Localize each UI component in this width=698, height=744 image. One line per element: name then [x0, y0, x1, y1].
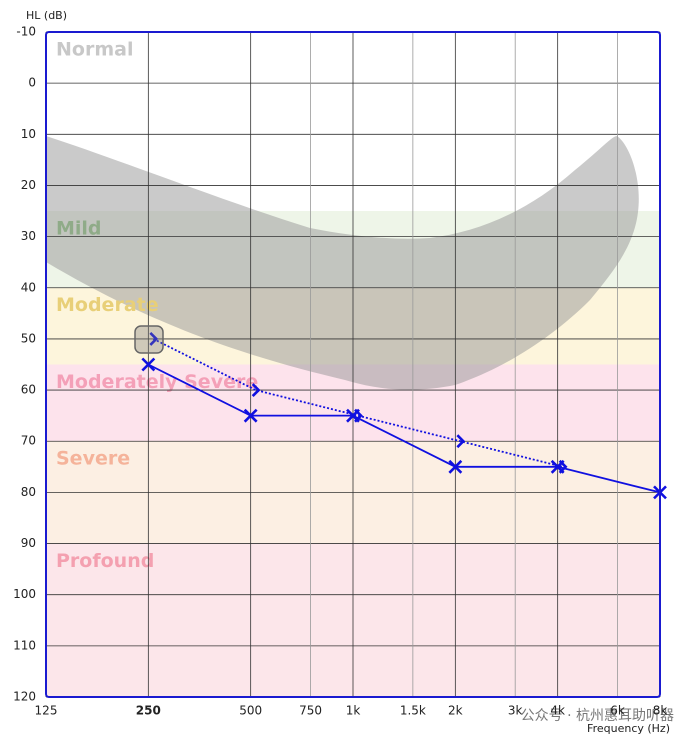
- bone-marker: [558, 459, 568, 474]
- band-label: Moderately Severe: [56, 371, 258, 393]
- y-tick-label: 110: [13, 638, 36, 652]
- x-tick-label: 1k: [346, 704, 361, 718]
- threshold-line: [152, 338, 563, 468]
- x-tick-label: 125: [35, 704, 58, 718]
- grid-layer: [45, 31, 661, 698]
- air-marker: [141, 357, 156, 372]
- y-tick-label: 0: [28, 76, 36, 90]
- x-tick-label: 500: [239, 704, 262, 718]
- x-tick-label: 6k: [610, 704, 625, 718]
- y-tick-label: 90: [21, 536, 36, 550]
- bone-marker: [149, 332, 159, 346]
- y-tick-label: 50: [21, 331, 36, 345]
- watermark: 公众号 · 杭州惠耳助听器: [521, 708, 674, 724]
- band-label: Moderate: [56, 294, 159, 316]
- x-tick-label: 250: [136, 704, 161, 718]
- x-axis-label: Frequency (Hz): [587, 722, 670, 735]
- y-axis-label: HL (dB): [26, 9, 67, 22]
- band-label: Profound: [56, 550, 154, 572]
- x-tick-label: 8k: [653, 704, 668, 718]
- x-tick-label: 750: [299, 704, 322, 718]
- y-tick-label: -10: [16, 25, 36, 39]
- band-label: Normal: [56, 38, 133, 60]
- x-tick-label: 1.5k: [400, 704, 426, 718]
- bone-marker: [251, 383, 261, 397]
- y-tick-label: 60: [21, 383, 36, 397]
- selection-box[interactable]: [134, 325, 164, 354]
- x-tick-label: 3k: [508, 704, 523, 718]
- y-tick-label: 100: [13, 587, 36, 601]
- x-tick-label: 2k: [448, 704, 463, 718]
- plot-border: [45, 31, 661, 698]
- air-marker: [243, 408, 258, 423]
- threshold-line: [147, 363, 661, 494]
- y-tick-label: 40: [21, 280, 36, 294]
- x-tick-label: 4k: [550, 704, 565, 718]
- y-tick-label: 30: [21, 229, 36, 243]
- y-tick-label: 70: [21, 434, 36, 448]
- y-tick-label: 80: [21, 485, 36, 499]
- band-label: Severe: [56, 448, 130, 470]
- band-label: Mild: [56, 217, 102, 239]
- air-marker: [448, 459, 463, 474]
- y-tick-label: 120: [13, 690, 36, 704]
- bone-marker: [354, 408, 363, 423]
- y-tick-label: 20: [21, 178, 36, 192]
- y-tick-label: 10: [21, 127, 36, 141]
- speech-banana: [46, 136, 639, 390]
- data-layer: [141, 332, 667, 500]
- bone-marker: [456, 434, 466, 449]
